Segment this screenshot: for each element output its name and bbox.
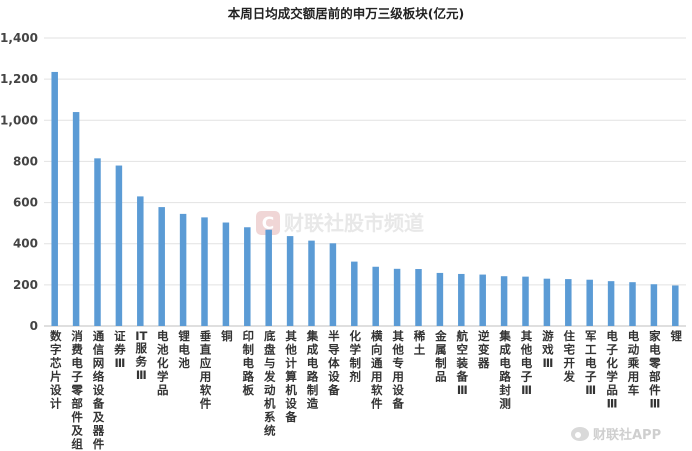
x-tick-label: 军工电子 Ⅲ [585,329,597,397]
x-tick-label: 电池化学品 [157,329,169,397]
x-tick-label: IT 服务 Ⅲ [135,329,147,382]
x-tick-label: 锂电池 [178,329,190,370]
y-axis: 0 200 400 600 800 1,000 1,200 1,400 [0,31,38,333]
bar [265,229,272,326]
bar [650,284,658,326]
bar [201,217,208,326]
y-tick-label: 1,200 [0,72,38,86]
corner-watermark-text: 财联社APP [593,427,661,443]
x-tick-label: 电动乘用车 [627,329,640,397]
x-tick-label: 集成电路制造 [306,329,319,411]
bar [458,273,465,326]
x-tick-label: 底盘与发动机系统 [263,329,276,438]
x-tick-label: 消费电子零部件及组装 [70,329,83,451]
bar [329,243,337,326]
x-tick-label: 游戏 Ⅲ [541,329,554,370]
x-tick-label: 化学制剂 [349,329,362,384]
bar [51,71,58,326]
gridlines [44,37,686,327]
bar [244,227,251,326]
watermark-logo-letter: C [262,214,274,234]
bar [543,278,551,326]
y-tick-label: 600 [13,196,38,210]
weibo-icon-eye [575,432,581,438]
x-tick-label: 航空装备 Ⅲ [456,329,469,397]
x-tick-label: 家电零部件 Ⅲ [648,329,661,411]
x-tick-label: 住宅开发 [563,329,576,384]
y-tick-label: 1,400 [0,31,38,45]
watermark-text: 财联社股市频道 [284,211,424,235]
bar [222,222,230,326]
x-tick-label: 其他计算机设备 [284,329,297,424]
x-tick-label: 证券 Ⅲ [113,329,126,370]
x-tick-label: 逆变器 [477,329,490,370]
x-tick-label: 垂直应用软件 [199,329,212,411]
watermark-logo-icon [256,211,280,235]
bar [565,279,572,326]
x-tick-label: 集成电路封测 [498,329,511,411]
bar [72,112,80,326]
bar [415,269,422,326]
bar [308,240,315,326]
x-tick-label: 数字芯片设计 [50,329,62,411]
bar [179,213,187,326]
bar [351,261,358,326]
bars [51,71,679,326]
x-tick-label: 金属制品 [434,329,447,384]
y-tick-label: 0 [30,319,38,333]
x-tick-label: 锂 [671,329,683,343]
x-tick-label: 稀土 [414,329,426,357]
bar [500,276,508,326]
chart-title: 本周日均成交额居前的申万三级板块(亿元) [228,6,464,21]
y-tick-label: 800 [13,154,38,168]
bar [522,276,529,326]
x-tick-label: 电子化学品 Ⅲ [606,329,618,411]
x-tick-label: 其他专用设备 [391,329,404,411]
bar [436,272,444,326]
bar [479,274,486,326]
y-tick-label: 200 [13,278,38,292]
watermark: C 财联社股市频道 [256,211,424,235]
x-tick-label: 通信网络设备及器件 [92,329,105,451]
bar [672,285,679,326]
bar [137,196,144,326]
bar [607,281,615,326]
bar [94,158,101,326]
bar [372,266,379,326]
y-tick-label: 400 [13,237,38,251]
x-axis: 数字芯片设计消费电子零部件及组装通信网络设备及器件证券ⅢIT服务Ⅲ电池化学品锂电… [50,329,683,451]
bar [393,268,401,326]
corner-watermark: 财联社APP [571,427,661,443]
x-tick-label: 印制电路板 [243,329,255,397]
x-tick-label: 铜 [220,329,233,343]
x-tick-label: 其他电子 Ⅲ [520,329,533,397]
x-tick-label: 横向通用软件 [370,329,383,411]
bar [629,282,636,326]
bar [586,279,593,326]
bar [286,236,294,326]
x-tick-label: 半导体设备 [327,329,340,397]
bar [115,165,123,326]
bar [158,207,165,326]
y-tick-label: 1,000 [0,113,38,127]
